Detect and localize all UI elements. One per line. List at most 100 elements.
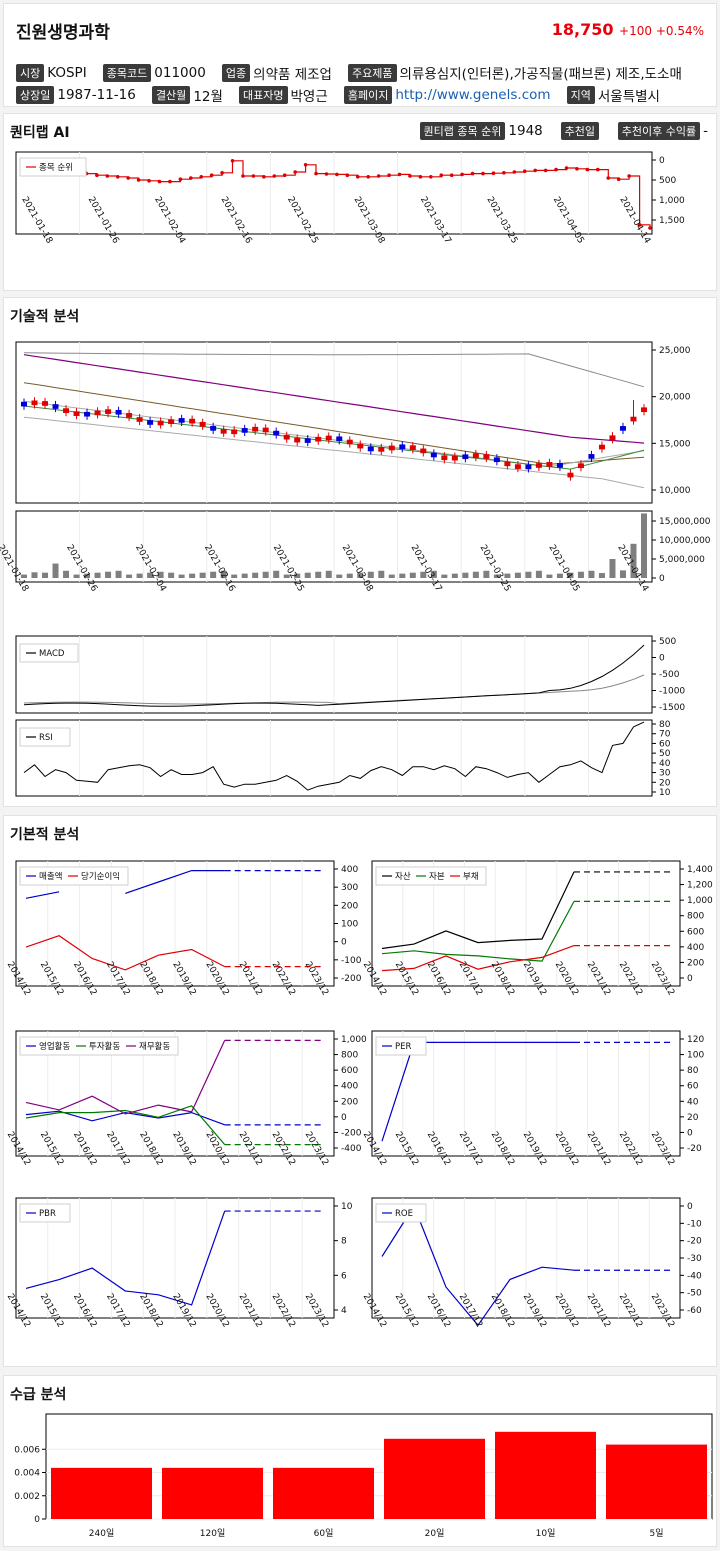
industry-value: 의약품 제조업 (253, 66, 332, 83)
rsi-ytick: 30 (659, 769, 671, 779)
rank-point (606, 176, 611, 180)
volume-bar (241, 573, 248, 578)
volume-bar (420, 571, 427, 578)
sales-profit-ytick: 300 (341, 883, 358, 893)
rsi-ytick: 40 (659, 759, 671, 769)
volume-bar (357, 572, 364, 578)
rec-return-tag: 추천이후 수익률 (617, 122, 701, 140)
volume-bar (178, 574, 185, 578)
macd-legend (19, 643, 79, 663)
roe-ytick: -60 (687, 1306, 702, 1316)
pbr-ytick: 4 (341, 1306, 347, 1316)
rank-point (376, 174, 381, 178)
products-tag: 주요제품 (348, 63, 397, 82)
rank-value: 1948 (508, 123, 543, 139)
candle-body (420, 448, 427, 454)
rank-point (408, 174, 412, 178)
rank-point (262, 175, 266, 179)
cash-flow-legend (19, 1036, 179, 1056)
volume-ytick: 15,000,000 (659, 517, 711, 527)
volume-bar (336, 574, 343, 578)
rank-point (241, 174, 245, 178)
rank-point (189, 176, 193, 180)
candle-body (514, 464, 521, 469)
price-ytick: 25,000 (659, 346, 691, 356)
market-value: KOSPI (47, 64, 87, 81)
roe-legend (375, 1203, 427, 1223)
rank-tag: 퀀티랩 종목 순위 (419, 122, 506, 140)
candle-body (21, 401, 27, 407)
volume-bar (556, 573, 563, 578)
stock-name: 진원생명과학 (16, 23, 110, 43)
rank-point (491, 171, 496, 175)
sales-profit-legend-label: 매출액 (39, 871, 62, 882)
volume-bar (493, 574, 500, 578)
cash-flow-ytick: 800 (341, 1051, 358, 1061)
pbr-ytick: 8 (341, 1237, 347, 1247)
volume-bar (567, 572, 574, 578)
roe-ytick: -50 (687, 1289, 702, 1299)
rank-point (522, 169, 527, 173)
candle-body (525, 464, 532, 470)
candle-body (399, 444, 406, 450)
sales-profit-series-line (125, 869, 225, 894)
candle-body (619, 426, 626, 431)
ai-section-title: 퀀티랩 AI (10, 125, 70, 141)
listing-date-value: 1987-11-16 (57, 86, 136, 103)
volume-bar (42, 572, 49, 578)
cash-flow-ytick: 1,000 (341, 1035, 367, 1045)
volume-bar (525, 571, 532, 578)
volume-ytick: 5,000,000 (659, 555, 705, 565)
volume-bar (462, 572, 469, 578)
macd-ytick: -1500 (659, 703, 685, 713)
sales-profit-ytick: 400 (341, 865, 358, 875)
assets-equity-debt-legend-label: 부채 (463, 871, 479, 882)
rsi-ytick: 20 (659, 778, 671, 788)
rank-point (157, 179, 162, 184)
volume-bar (367, 571, 374, 578)
supply-category-label: 120일 (200, 1528, 225, 1539)
assets-equity-debt-series-line (381, 871, 575, 950)
candle-body (336, 436, 343, 442)
rank-point (355, 175, 360, 179)
assets-equity-debt-ytick: 0 (687, 974, 693, 984)
ma-60-line (23, 382, 645, 465)
rank-point (345, 173, 350, 177)
volume-bar (84, 573, 91, 578)
supply-bar (606, 1444, 707, 1519)
supply-section-title: 수급 분석 (10, 1387, 67, 1403)
assets-equity-debt-ytick: 800 (687, 912, 704, 922)
assets-equity-debt-legend (375, 866, 487, 886)
per-ytick: 100 (687, 1051, 704, 1061)
rank-point (209, 173, 214, 177)
assets-equity-debt-series-line (381, 901, 575, 962)
rank-point (429, 175, 433, 179)
rank-point (502, 171, 506, 175)
candle-body (567, 472, 574, 478)
rank-point (627, 174, 631, 178)
cash-flow-ytick: 600 (341, 1066, 358, 1076)
cash-flow-series-line (25, 1040, 226, 1115)
per-ytick: 0 (687, 1128, 693, 1138)
candle-body (367, 446, 374, 452)
candle-body (189, 418, 196, 424)
homepage-link[interactable]: http://www.genels.com (395, 86, 551, 103)
macd-ytick: 0 (659, 654, 665, 664)
supply-category-label: 10일 (536, 1528, 556, 1539)
candle-body (168, 419, 175, 424)
candle-body (273, 430, 280, 436)
per-ytick: 80 (687, 1066, 699, 1076)
candle-body (493, 457, 500, 463)
rank-point (418, 175, 423, 179)
rsi-legend-label: RSI (39, 733, 53, 743)
candle-body (378, 447, 385, 452)
pbr-ytick: 6 (341, 1271, 347, 1281)
roe-ytick: -30 (687, 1254, 702, 1264)
supply-category-label: 20일 (425, 1528, 445, 1539)
rank-point (366, 175, 371, 179)
rank-point (439, 173, 444, 177)
volume-bar (157, 571, 164, 578)
volume-bar (105, 571, 112, 578)
candle-body (94, 410, 101, 416)
